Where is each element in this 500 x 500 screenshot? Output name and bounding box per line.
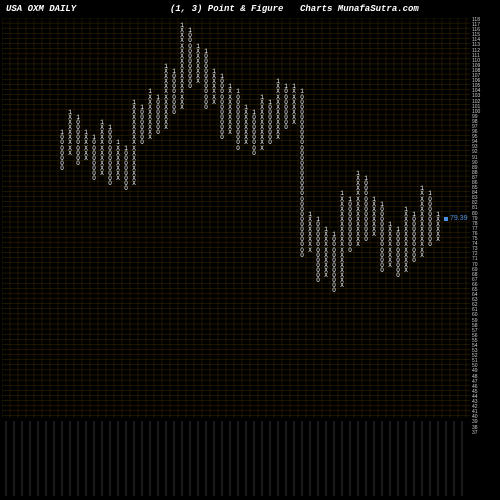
price-marker-label: 79.39 xyxy=(450,215,468,222)
chart-header: USA OXM DAILY (1, 3) Point & Figure Char… xyxy=(0,4,500,18)
price-marker-dot xyxy=(444,217,448,221)
title-params: (1, 3) Point & Figure xyxy=(170,4,283,14)
title-symbol: USA OXM DAILY xyxy=(6,4,76,14)
point-figure-chart: OOOOOOO1XXXXXXXX1OOOOOOOOO1XXXXX1OOOOOOO… xyxy=(2,18,470,418)
title-source: Charts MunafaSutra.com xyxy=(300,4,419,14)
volume-bars xyxy=(2,421,470,496)
y-axis-labels: 1181171161151141131121111101091081071061… xyxy=(472,18,498,418)
